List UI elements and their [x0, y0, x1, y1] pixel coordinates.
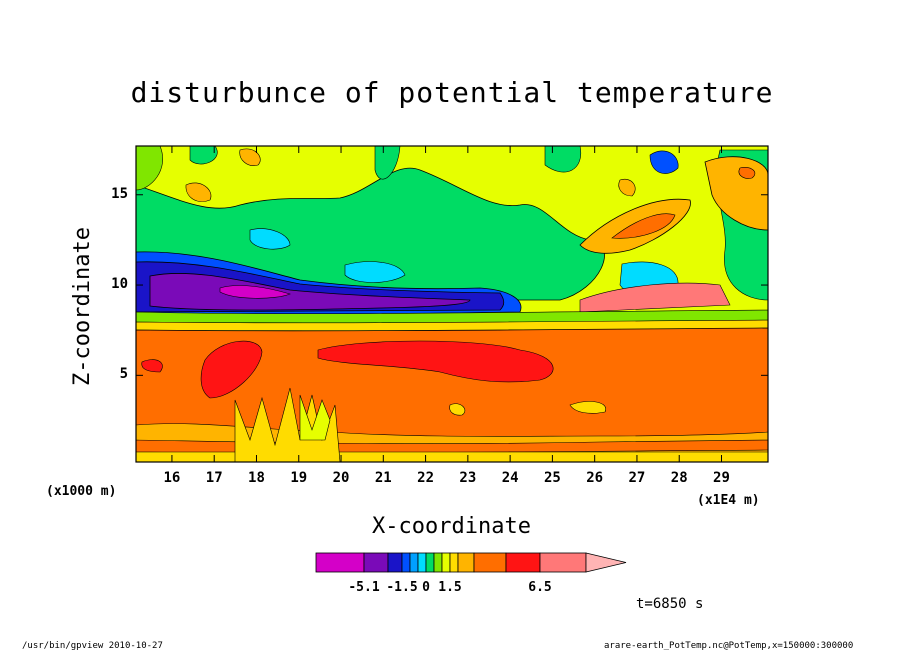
region-red-left — [200, 340, 263, 399]
region-red-center — [317, 340, 554, 383]
x-tick-label: 21 — [374, 470, 392, 486]
region-green-patch-3 — [544, 146, 582, 173]
contour-field — [136, 146, 768, 462]
colorbar — [315, 552, 627, 573]
region-lower-yellow-patch-2 — [569, 401, 607, 414]
region-cold-core — [219, 285, 291, 299]
region-blue-vortex — [649, 150, 679, 174]
x-tick-label: 22 — [417, 470, 435, 486]
colorbar-segment — [505, 552, 541, 573]
colorbar-segment — [433, 552, 443, 573]
region-pink-right — [579, 282, 731, 313]
x-tick-label: 17 — [205, 470, 223, 486]
region-orange-blob-2 — [239, 148, 261, 166]
region-turbulence-2 — [299, 394, 331, 441]
chart-title: disturbunce of potential temperature — [130, 76, 774, 109]
colorbar-segment — [409, 552, 419, 573]
region-red-small — [141, 359, 163, 373]
y-axis-label: Z-coordinate — [70, 227, 95, 386]
x-tick-label: 27 — [628, 470, 646, 486]
region-cyan-left — [249, 228, 291, 250]
x-tick-label: 19 — [290, 470, 308, 486]
x-tick-label: 20 — [332, 470, 350, 486]
plot-frame — [135, 145, 769, 463]
region-cold-layer-3 — [149, 273, 471, 311]
y-tick-label: 15 — [111, 185, 128, 202]
region-orange-blob-3 — [618, 178, 636, 197]
colorbar-label: 1.5 — [438, 580, 462, 595]
colorbar-label: 0 — [422, 580, 430, 595]
footer-source: arare-earth_PotTemp.nc@PotTemp,x=150000:… — [604, 641, 854, 651]
colorbar-segment — [449, 552, 459, 573]
region-orange-ne — [738, 167, 756, 179]
x-unit-label-left: (x1000 m) — [46, 484, 117, 499]
time-label: t=6850 s — [636, 596, 704, 612]
x-tick-label: 26 — [586, 470, 604, 486]
colorbar-label: -1.5 — [386, 580, 418, 595]
y-axis-ticks — [136, 194, 768, 376]
colorbar-label: 6.5 — [528, 580, 552, 595]
x-tick-label: 25 — [543, 470, 561, 486]
x-unit-label-right: (x1E4 m) — [697, 493, 760, 508]
y-tick-label: 10 — [111, 276, 128, 293]
colorbar-segment — [315, 552, 365, 573]
x-tick-label: 23 — [459, 470, 477, 486]
y-tick-label: 5 — [119, 366, 128, 383]
x-axis-label: X-coordinate — [372, 514, 531, 539]
region-upper-green-2 — [136, 146, 163, 191]
colorbar-segment — [417, 552, 427, 573]
x-tick-label: 18 — [248, 470, 265, 486]
colorbar-label: -5.1 — [348, 580, 380, 595]
x-tick-label: 29 — [713, 470, 730, 486]
x-tick-label: 28 — [670, 470, 688, 486]
colorbar-segment — [363, 552, 389, 573]
x-tick-label: 16 — [163, 470, 181, 486]
footer-program: /usr/bin/gpview 2010-10-27 — [22, 641, 163, 651]
region-green-patch-2 — [374, 146, 401, 180]
region-orange-blob-1 — [185, 182, 212, 202]
region-surface-band — [136, 451, 768, 462]
x-axis-ticks — [171, 146, 722, 462]
region-lower-yellow-patch — [449, 403, 466, 416]
x-tick-label: 24 — [501, 470, 519, 486]
colorbar-segment — [387, 552, 403, 573]
region-cyan-mid — [344, 261, 406, 283]
colorbar-segment — [441, 552, 451, 573]
colorbar-segment — [457, 552, 475, 573]
colorbar-arrow — [585, 552, 627, 573]
colorbar-segment — [473, 552, 507, 573]
region-orange-tongue-core — [611, 213, 676, 239]
colorbar-segment — [425, 552, 435, 573]
colorbar-segment — [539, 552, 587, 573]
colorbar-segment — [401, 552, 411, 573]
